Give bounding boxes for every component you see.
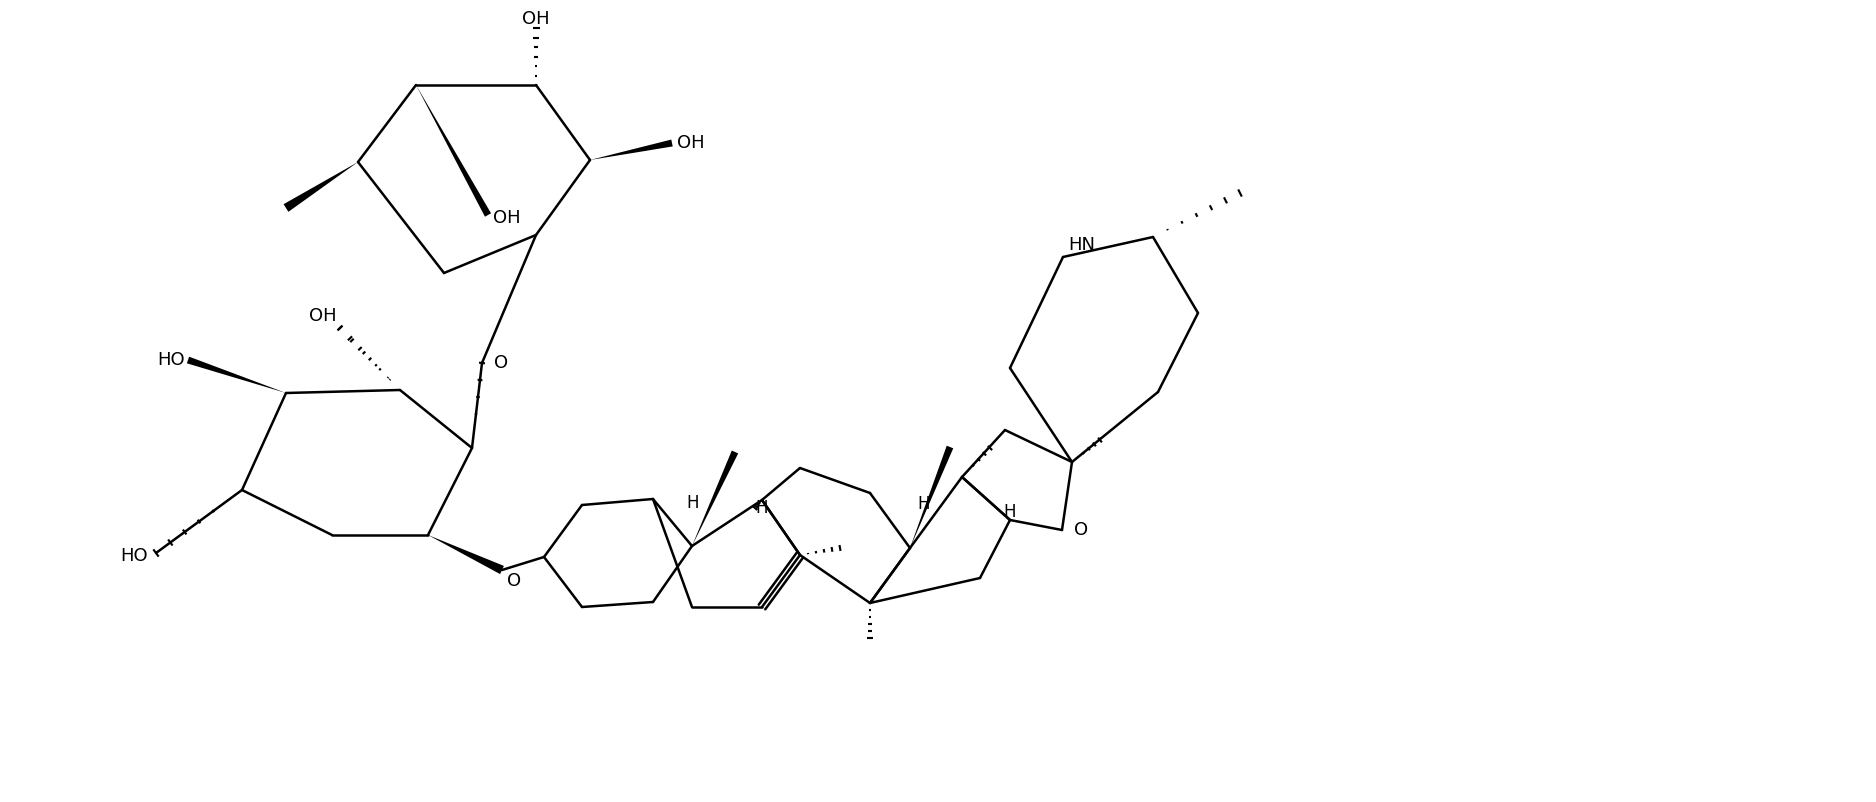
Text: H: H bbox=[687, 494, 700, 512]
Polygon shape bbox=[416, 85, 492, 217]
Polygon shape bbox=[589, 140, 673, 160]
Text: HO: HO bbox=[120, 547, 148, 565]
Polygon shape bbox=[910, 446, 953, 548]
Text: OH: OH bbox=[493, 209, 522, 227]
Text: OH: OH bbox=[310, 307, 338, 325]
Text: H: H bbox=[917, 495, 930, 513]
Text: OH: OH bbox=[677, 134, 705, 152]
Text: H: H bbox=[1004, 503, 1017, 521]
Text: OH: OH bbox=[522, 10, 550, 28]
Text: HN: HN bbox=[1067, 236, 1096, 254]
Polygon shape bbox=[692, 451, 737, 546]
Text: O: O bbox=[507, 572, 522, 590]
Text: HO: HO bbox=[158, 351, 186, 369]
Polygon shape bbox=[283, 162, 358, 212]
Text: O: O bbox=[493, 354, 508, 372]
Text: O: O bbox=[1073, 521, 1088, 539]
Polygon shape bbox=[188, 357, 285, 393]
Text: H: H bbox=[756, 499, 769, 517]
Polygon shape bbox=[428, 535, 505, 574]
